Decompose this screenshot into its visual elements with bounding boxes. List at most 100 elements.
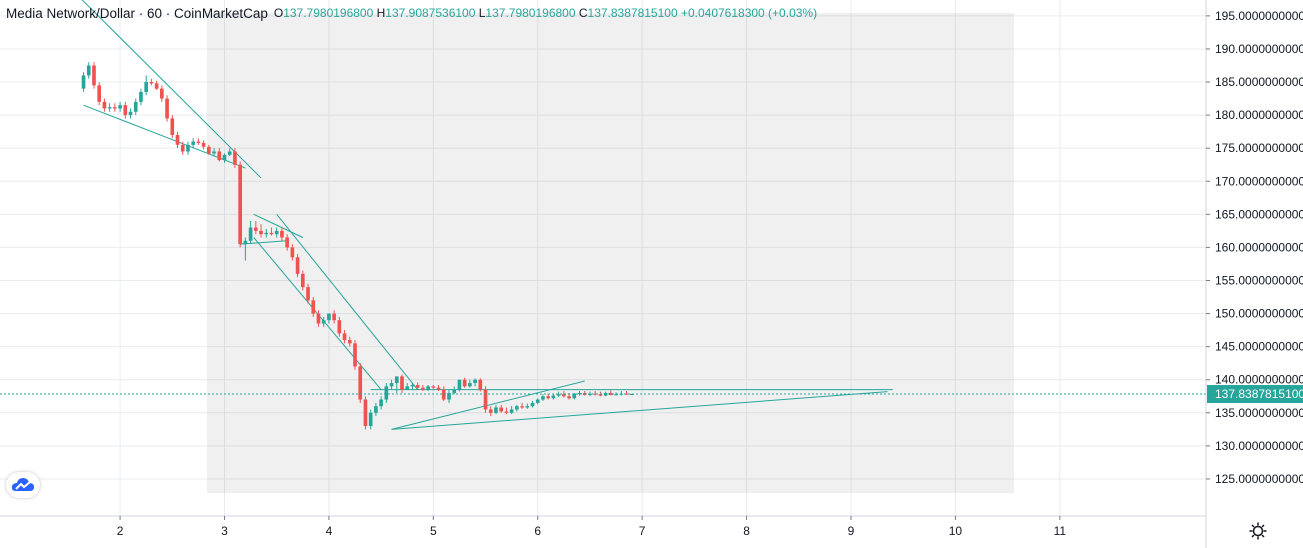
background-watermark-overlay — [207, 13, 1014, 493]
candle — [337, 316, 342, 337]
candle-body — [186, 144, 190, 152]
candle-body — [436, 387, 441, 390]
symbol-title[interactable]: Media Network/Dollar · 60 · CoinMarketCa… — [6, 5, 268, 21]
last-price-text: 137.8387815100 — [1215, 387, 1303, 401]
candle-body — [222, 154, 227, 161]
candle-body — [311, 300, 316, 314]
candle — [196, 138, 201, 145]
trendlines — [81, 0, 893, 430]
last-price-label: 137.8387815100 — [1207, 385, 1303, 404]
candle — [248, 220, 253, 245]
open-label: O — [273, 6, 284, 20]
candle — [264, 228, 269, 238]
candle — [201, 140, 206, 150]
candle-body — [441, 389, 446, 400]
candle — [217, 148, 222, 162]
candle-body — [285, 237, 289, 248]
candle-body — [525, 406, 530, 408]
candle-body — [363, 399, 368, 427]
candle-body — [207, 146, 211, 154]
candle-body — [248, 227, 253, 241]
candle — [243, 237, 248, 261]
candle-body — [217, 151, 222, 161]
candle — [180, 141, 185, 155]
candle-body — [593, 393, 597, 395]
candle — [342, 330, 347, 344]
candle-body — [598, 394, 603, 396]
candle-body — [572, 393, 577, 399]
candle — [160, 85, 164, 102]
candle — [332, 310, 336, 324]
candle — [431, 385, 436, 390]
candle-body — [133, 101, 138, 112]
candle-body — [170, 118, 175, 135]
candle-body — [160, 88, 164, 99]
candle-body — [86, 65, 91, 76]
candle-body — [389, 383, 394, 387]
price-axis: 195.0000000000 190.0000000000 185.00000000… — [1206, 9, 1303, 486]
candle — [175, 131, 180, 149]
candle-body — [191, 141, 195, 145]
candle — [504, 407, 509, 415]
candle — [154, 80, 159, 90]
price-tick-label: 160.0000000000 — [1215, 240, 1303, 254]
candle-body — [327, 313, 331, 321]
candle-body — [253, 227, 258, 231]
price-tick-label: 195.0000000000 — [1215, 9, 1303, 23]
candle-body — [280, 230, 284, 238]
gear-icon[interactable] — [1248, 521, 1268, 541]
candle-body — [567, 396, 571, 399]
candle — [128, 108, 133, 119]
candle — [107, 103, 112, 112]
candle-body — [259, 230, 263, 235]
candle-body — [201, 142, 206, 147]
tradingview-cloud-icon[interactable] — [6, 472, 40, 498]
candle-body — [515, 406, 519, 410]
candle-body — [347, 340, 352, 344]
candle — [285, 234, 289, 251]
change-value: +0.0407618300 (+0.03%) — [680, 6, 818, 20]
time-tick-label: 10 — [949, 524, 963, 538]
candle-body — [509, 409, 514, 413]
candle — [186, 141, 190, 155]
candle-body — [415, 385, 420, 388]
candle — [520, 402, 524, 409]
candle-body — [128, 111, 133, 116]
trendline — [276, 214, 419, 390]
candle — [410, 383, 415, 390]
candle-body — [300, 273, 305, 288]
candle-body — [473, 379, 477, 384]
candle — [551, 394, 556, 400]
candle-body — [629, 394, 634, 396]
candle-body — [118, 105, 122, 109]
candle — [280, 227, 284, 241]
candle-body — [405, 386, 410, 390]
candle-body — [483, 389, 488, 410]
candle — [311, 297, 316, 317]
candle — [394, 376, 399, 393]
candle-body — [614, 394, 618, 396]
candle-body — [107, 107, 112, 109]
candle-body — [274, 230, 279, 235]
candle — [629, 393, 634, 396]
candle — [535, 398, 540, 405]
candle-body — [457, 379, 462, 390]
candle — [415, 382, 420, 390]
candle — [483, 386, 488, 413]
candle-body — [353, 343, 357, 367]
candle — [384, 383, 389, 403]
candle — [86, 62, 91, 79]
candle-body — [154, 83, 159, 89]
candle — [462, 377, 467, 388]
price-tick-label: 165.0000000000 — [1215, 207, 1303, 221]
candle — [165, 95, 169, 122]
low-value: 137.7980196800 — [485, 6, 576, 20]
candle — [81, 72, 86, 92]
candle-body — [149, 82, 154, 84]
candle — [269, 227, 274, 236]
candle-body — [535, 399, 540, 403]
candle — [222, 153, 227, 163]
candle — [139, 88, 143, 106]
